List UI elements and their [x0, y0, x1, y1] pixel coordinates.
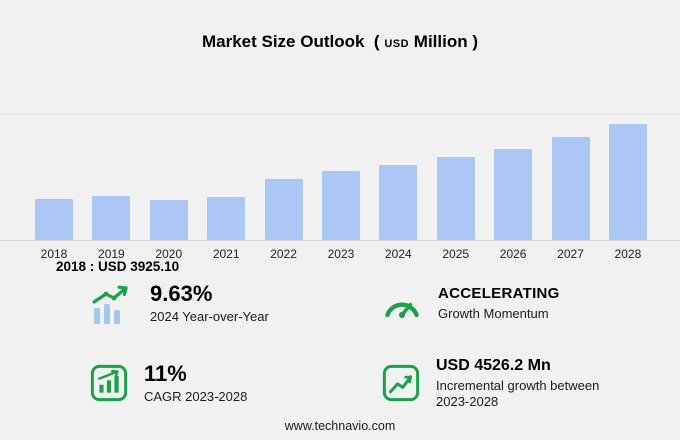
x-tick-label: 2020: [155, 247, 183, 261]
x-tick-label: 2026: [499, 247, 527, 261]
base-year-annotation: 2018 : USD 3925.10: [56, 259, 180, 274]
page-title: Market Size Outlook ( USD Million ): [0, 32, 680, 52]
bar-column: 2025: [436, 122, 476, 261]
stat-yoy: 9.63% 2024 Year-over-Year: [88, 282, 380, 326]
bar-2020: [149, 200, 188, 240]
bar-column: 2022: [264, 122, 304, 261]
incremental-label: Incremental growth between 2023-2028: [436, 378, 600, 410]
bar-2021: [207, 197, 246, 240]
x-tick-label: 2019: [98, 247, 125, 261]
bar-2019: [92, 196, 131, 240]
title-main: Market Size Outlook: [201, 32, 365, 51]
line-chart-box-icon: [380, 362, 422, 404]
bar-2028: [608, 124, 647, 240]
bar-2023: [321, 171, 360, 240]
bar-2027: [551, 137, 590, 240]
x-tick-label: 2028: [614, 247, 642, 261]
bar-chart: 2018 2019 2020 2021 2022 2023 2024 2025 2026 2027…: [34, 122, 648, 261]
bar-chart-box-icon: [88, 362, 130, 404]
bar-column: 2024: [378, 122, 418, 261]
gridline-top: [0, 114, 680, 115]
x-axis-line: [0, 240, 680, 241]
gauge-icon: [380, 284, 424, 324]
cagr-value: 11%: [144, 360, 187, 386]
bar-2025: [436, 157, 475, 240]
bar-column: 2020: [149, 122, 189, 261]
stat-incremental: USD 4526.2 Mn Incremental growth between…: [380, 356, 648, 411]
x-tick-label: 2018: [40, 247, 68, 261]
bar-2018: [35, 199, 73, 240]
bar-column: 2023: [321, 122, 361, 261]
cagr-label: CAGR 2023-2028: [144, 388, 248, 404]
bar-column: 2026: [493, 122, 533, 261]
x-tick-label: 2027: [557, 247, 584, 261]
stats-grid: 9.63% 2024 Year-over-Year ACCELERATING G…: [88, 282, 648, 411]
stat-cagr: 11% CAGR 2023-2028: [88, 356, 380, 411]
title-paren-close: ): [472, 32, 479, 51]
x-tick-label: 2024: [384, 247, 412, 261]
title-unit: Million: [413, 32, 468, 51]
stat-momentum: ACCELERATING Growth Momentum: [380, 282, 648, 326]
bar-column: 2027: [551, 122, 591, 261]
momentum-value: ACCELERATING: [438, 285, 560, 303]
title-paren-open: (: [373, 32, 380, 51]
x-tick-label: 2025: [442, 247, 470, 261]
bar-column: 2028: [608, 122, 648, 261]
yoy-label: 2024 Year-over-Year: [150, 309, 269, 325]
x-tick-label: 2023: [327, 247, 355, 261]
x-tick-label: 2022: [270, 247, 297, 261]
bar-2024: [379, 165, 418, 240]
yoy-value: 9.63%: [150, 281, 213, 307]
growth-arrow-icon: [88, 282, 136, 326]
momentum-label: Growth Momentum: [438, 306, 549, 322]
bar-2022: [264, 179, 303, 240]
bar-2026: [494, 149, 533, 240]
bar-column: 2021: [206, 122, 246, 261]
title-unit-currency: USD: [384, 38, 410, 50]
x-tick-label: 2021: [212, 247, 240, 261]
incremental-value: USD 4526.2 Mn: [436, 357, 551, 374]
bar-column: 2019: [91, 122, 131, 261]
bar-column: 2018: [34, 122, 74, 261]
footer-url: www.technavio.com: [284, 419, 396, 433]
